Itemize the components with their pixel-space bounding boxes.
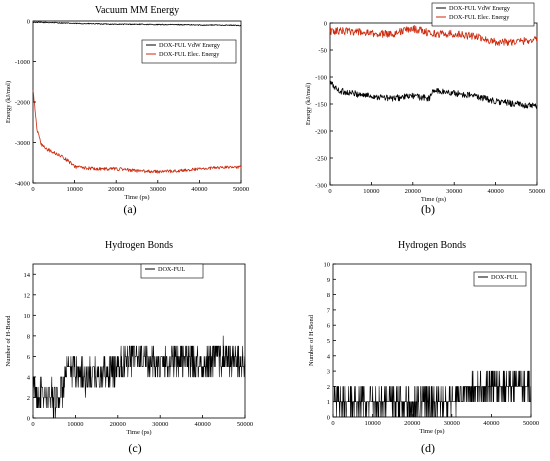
x-tick-label: 10000 [363,188,379,195]
x-tick-label: 10000 [66,186,82,193]
series-line-0 [332,370,532,418]
x-tick-label: 0 [331,420,334,427]
x-tick-label: 40000 [194,421,210,428]
caption-c: (c) [128,441,141,455]
y-tick-label: -300 [315,183,327,190]
y-axis-label: Energy (kJ/mol) [5,81,12,123]
x-tick-label: 40000 [483,420,499,427]
y-tick-label: 5 [327,338,330,345]
y-tick-label: 10 [324,262,331,269]
y-tick-label: -1000 [15,59,30,66]
x-tick-label: 50000 [523,420,539,427]
x-tick-label: 20000 [404,420,420,427]
y-tick-label: 0 [324,21,327,28]
y-tick-label: 0 [327,415,330,422]
y-tick-label: 4 [327,353,331,360]
x-tick-label: 10000 [67,421,83,428]
y-tick-label: 0 [27,19,30,26]
y-tick-label: 7 [327,307,331,314]
x-tick-label: 30000 [446,188,462,195]
y-tick-label: 6 [27,354,31,361]
chart-panel-1: 0 10000 20000 30000 40000 50000 0 -50 -100 -150 -2… [305,2,545,203]
legend-label: DOX-FUL VdW Energy [159,42,221,49]
series-line-0 [32,335,246,419]
x-tick-label: 20000 [108,186,124,193]
x-axis-label: Time (ps) [421,196,446,203]
caption-b: (b) [421,202,435,216]
y-tick-label: -100 [315,75,327,82]
y-tick-label: 2 [27,395,30,402]
y-tick-label: 8 [27,333,30,340]
caption-a: (a) [123,202,136,216]
chart-title: Hydrogen Bonds [105,240,173,251]
x-tick-label: 0 [31,186,34,193]
legend-label: DOX-FUL [491,274,518,281]
x-tick-label: 30000 [444,420,460,427]
y-tick-label: 0 [27,416,30,423]
y-tick-label: 12 [24,292,31,299]
x-tick-label: 40000 [487,188,503,195]
x-tick-label: 10000 [364,420,380,427]
x-tick-label: 0 [328,188,331,195]
y-tick-label: 8 [327,292,330,299]
y-tick-label: -50 [318,48,327,55]
chart-title: Vacuum MM Energy [95,5,179,16]
plot-frame [329,22,538,186]
legend: DOX-FUL VdW Energy DOX-FUL Elec. Energy [431,2,535,27]
x-axis-label: Time (ps) [126,429,151,436]
y-tick-label: -4000 [15,181,30,188]
caption-d: (d) [421,441,435,455]
chart-panel-0: 0 10000 20000 30000 40000 50000 0 -1000 -2000 -30… [5,5,249,201]
x-tick-label: 50000 [233,186,249,193]
plot-frame [32,263,246,419]
x-axis-label: Time (ps) [419,428,444,435]
legend: DOX-FUL [140,263,204,279]
legend-label: DOX-FUL [158,266,185,273]
x-tick-label: 50000 [529,188,545,195]
legend-box [473,271,527,287]
legend-label: DOX-FUL Elec. Energy [449,14,510,21]
x-tick-label: 30000 [152,421,168,428]
series-line-1 [329,24,538,46]
chart-panel-2: 0 10000 20000 30000 40000 50000 0 2 4 6 8 10 12 14 Tim… [5,240,253,436]
series-line-1 [32,89,242,174]
x-tick-label: 20000 [405,188,421,195]
y-tick-label: 1 [327,399,330,406]
legend-box [141,39,237,64]
y-tick-label: 3 [327,369,330,376]
y-axis-label: Number of H-Bond [308,314,315,366]
y-axis-label: Energy (kJ/mol) [305,83,312,125]
legend-box [140,263,204,279]
legend-label: DOX-FUL Elec. Energy [159,51,220,58]
x-tick-label: 50000 [237,421,253,428]
legend: DOX-FUL [473,271,527,287]
y-tick-label: 4 [27,374,31,381]
chart-panel-3: 0 10000 20000 30000 40000 50000 0 1 2 3 4 5 6 7 8 9 10 Ti… [308,240,539,435]
x-tick-label: 20000 [110,421,126,428]
x-axis-label: Time (ps) [124,194,149,201]
y-tick-label: -250 [315,156,327,163]
y-tick-label: -3000 [15,140,30,147]
legend-label: DOX-FUL VdW Energy [449,5,511,12]
y-tick-label: 9 [327,277,330,284]
legend: DOX-FUL VdW Energy DOX-FUL Elec. Energy [141,39,237,64]
y-tick-label: 6 [327,323,331,330]
x-tick-label: 40000 [191,186,207,193]
x-tick-label: 0 [31,421,34,428]
y-tick-label: -2000 [15,100,30,107]
y-tick-label: -200 [315,129,327,136]
y-tick-label: -150 [315,102,327,109]
y-tick-label: 10 [24,313,31,320]
series-line-0 [32,21,242,27]
series-line-0 [329,80,538,109]
legend-box [431,2,535,27]
y-axis-label: Number of H-Bond [5,315,12,367]
x-tick-label: 30000 [150,186,166,193]
y-tick-label: 2 [327,384,330,391]
y-tick-label: 14 [24,272,31,279]
chart-title: Hydrogen Bonds [398,240,466,251]
